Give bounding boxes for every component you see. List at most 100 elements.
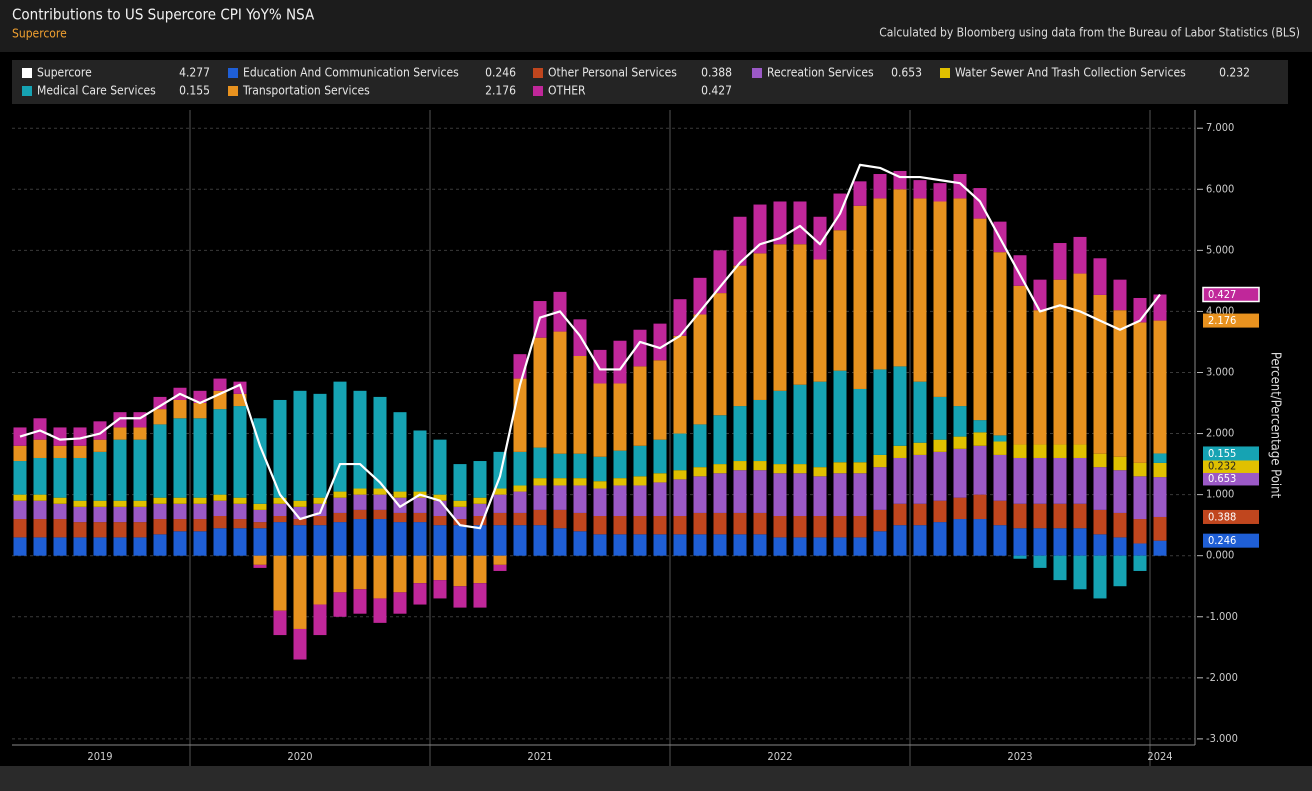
y-tick-label: -1.000: [1206, 610, 1238, 623]
bar-segment: [853, 515, 867, 538]
bar-segment: [373, 396, 387, 489]
bar-segment: [913, 454, 927, 504]
bar-segment: [853, 473, 867, 516]
bar-segment: [933, 451, 947, 501]
bar-segment: [1093, 453, 1107, 468]
legend-item: Supercore 4.277: [22, 66, 210, 80]
bar-segment: [413, 430, 427, 492]
bar-segment: [673, 433, 687, 471]
bar-segment: [173, 399, 187, 419]
bar-segment: [233, 519, 247, 529]
bar-segment: [893, 525, 907, 556]
bar-segment: [193, 418, 207, 498]
bar-segment: [73, 500, 87, 507]
legend-value: 0.246: [485, 66, 516, 80]
bar-segment: [673, 299, 687, 336]
bar-segment: [953, 497, 967, 520]
bar-segment: [373, 488, 387, 495]
bar-segment: [553, 509, 567, 529]
bar-segment: [213, 515, 227, 529]
bar-segment: [393, 491, 407, 498]
bar-segment: [313, 515, 327, 526]
bar-segment: [913, 442, 927, 455]
bar-segment: [1133, 543, 1147, 556]
bar-segment: [473, 497, 487, 504]
bar-segment: [33, 418, 47, 440]
bar-segment: [33, 500, 47, 520]
bar-segment: [233, 406, 247, 498]
value-flag-box: [1203, 446, 1259, 461]
legend-item: Water Sewer And Trash Collection Service…: [940, 66, 1250, 80]
bar-segment: [153, 396, 167, 410]
value-flag-label: 2.176: [1208, 314, 1236, 327]
bar-segment: [1113, 310, 1127, 457]
bar-segment: [653, 482, 667, 516]
bar-segment: [633, 445, 647, 477]
bar-segment: [313, 393, 327, 498]
bar-segment: [633, 534, 647, 556]
bar-segment: [773, 390, 787, 465]
bar-segment: [873, 198, 887, 370]
bar-segment: [593, 383, 607, 457]
bar-segment: [1013, 255, 1027, 286]
bar-segment: [793, 537, 807, 556]
bar-segment: [393, 412, 407, 492]
bar-segment: [973, 218, 987, 421]
bar-segment: [673, 534, 687, 556]
bar-segment: [953, 198, 967, 407]
line: [19, 163, 1161, 530]
bar-segment: [13, 500, 27, 520]
bar-segment: [813, 537, 827, 556]
bar-segment: [13, 445, 27, 462]
bar-segment: [853, 462, 867, 474]
bar-segment: [733, 265, 747, 407]
bar-segment: [933, 439, 947, 452]
bar-segment: [993, 441, 1007, 455]
bar-segment: [553, 331, 567, 454]
bar-segment: [433, 515, 447, 526]
bar-segment: [873, 454, 887, 468]
bar-segment: [413, 522, 427, 556]
bar-segment: [333, 555, 347, 593]
legend-value: 4.277: [179, 66, 210, 80]
legend-label: Medical Care Services: [37, 84, 156, 98]
bar-segment: [53, 427, 67, 446]
bar-segment: [533, 509, 547, 526]
bar-segment: [133, 500, 147, 507]
bar-segment: [233, 503, 247, 520]
bar-segment: [713, 512, 727, 535]
bar-segment: [893, 503, 907, 526]
bar-segment: [573, 485, 587, 513]
bar-segment: [873, 467, 887, 510]
legend-label: Water Sewer And Trash Collection Service…: [955, 66, 1186, 80]
chart-subtitle: Supercore: [12, 27, 67, 41]
bar-segment: [1093, 467, 1107, 510]
bar-segment: [53, 519, 67, 538]
bar-segment: [993, 525, 1007, 556]
bar-segment: [433, 494, 447, 501]
bar-segment: [1073, 555, 1087, 590]
bar-segment: [913, 381, 927, 443]
bar-segment: [293, 390, 307, 501]
bar-segment: [833, 515, 847, 538]
bar-segment: [333, 512, 347, 523]
bar-segment: [213, 409, 227, 495]
bar-segment: [913, 198, 927, 382]
bar-segment: [93, 439, 107, 452]
bar-segment: [953, 174, 967, 199]
bar-segment: [1093, 509, 1107, 535]
bar-segment: [653, 515, 667, 535]
bar-segment: [893, 445, 907, 458]
bar-segment: [253, 522, 267, 529]
legend-value: 0.232: [1219, 66, 1250, 80]
bar-segment: [313, 525, 327, 556]
bar-segment: [573, 531, 587, 556]
bar-segment: [1073, 528, 1087, 556]
bar-segment: [373, 519, 387, 556]
bar-segment: [473, 515, 487, 526]
bar-segment: [13, 519, 27, 538]
value-flag-box: [1203, 509, 1259, 524]
bar-segment: [1033, 457, 1047, 504]
bar-segment: [1133, 476, 1147, 520]
bar-segment: [733, 534, 747, 556]
